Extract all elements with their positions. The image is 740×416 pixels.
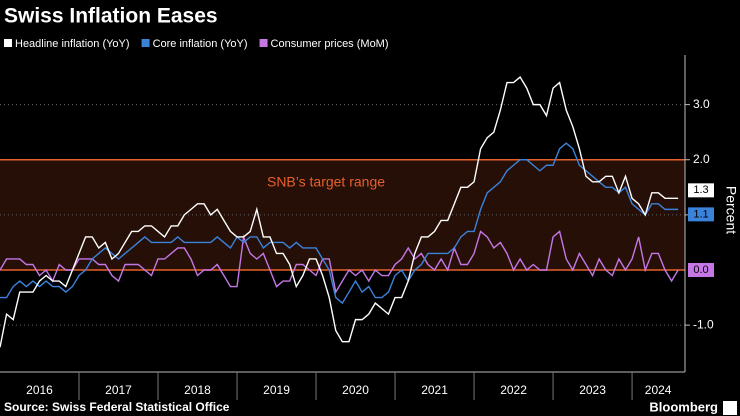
series-line bbox=[0, 142, 679, 305]
y-axis-label: Percent bbox=[723, 186, 739, 234]
x-tick-label: 2016 bbox=[26, 383, 53, 397]
brand: Bloomberg bbox=[649, 399, 718, 414]
legend-swatch bbox=[141, 39, 150, 47]
x-tick-label: 2023 bbox=[579, 383, 606, 397]
y-tick-label: 3.0 bbox=[693, 97, 710, 111]
legend-swatch bbox=[259, 39, 268, 47]
target-band bbox=[0, 159, 685, 271]
legend-label: Headline inflation (YoY) bbox=[15, 38, 130, 50]
x-tick-label: 2021 bbox=[421, 383, 448, 397]
source: Source: Swiss Federal Statistical Office bbox=[4, 400, 230, 414]
x-tick-label: 2017 bbox=[105, 383, 132, 397]
legend-label: Core inflation (YoY) bbox=[153, 38, 248, 50]
x-tick-label: 2022 bbox=[500, 383, 527, 397]
end-label: 0.0 bbox=[693, 264, 708, 276]
y-tick-label: 2.0 bbox=[693, 152, 710, 166]
end-label: 1.3 bbox=[693, 184, 708, 196]
x-tick-label: 2024 bbox=[645, 383, 672, 397]
chart-title: Swiss Inflation Eases bbox=[4, 5, 218, 28]
legend-swatch bbox=[4, 39, 12, 47]
end-label-box bbox=[688, 207, 714, 222]
brand-icon bbox=[723, 401, 737, 415]
end-label-box bbox=[688, 183, 714, 198]
target-label: SNB’s target range bbox=[267, 174, 385, 190]
x-tick-label: 2018 bbox=[184, 383, 211, 397]
series-line bbox=[0, 75, 679, 348]
series-line bbox=[0, 230, 679, 294]
legend-label: Consumer prices (MoM) bbox=[271, 38, 389, 50]
x-tick-label: 2020 bbox=[342, 383, 369, 397]
end-label: 1.1 bbox=[693, 208, 708, 220]
end-label-box bbox=[688, 263, 714, 278]
y-tick-label: -1.0 bbox=[693, 317, 714, 331]
x-tick-label: 2019 bbox=[263, 383, 290, 397]
